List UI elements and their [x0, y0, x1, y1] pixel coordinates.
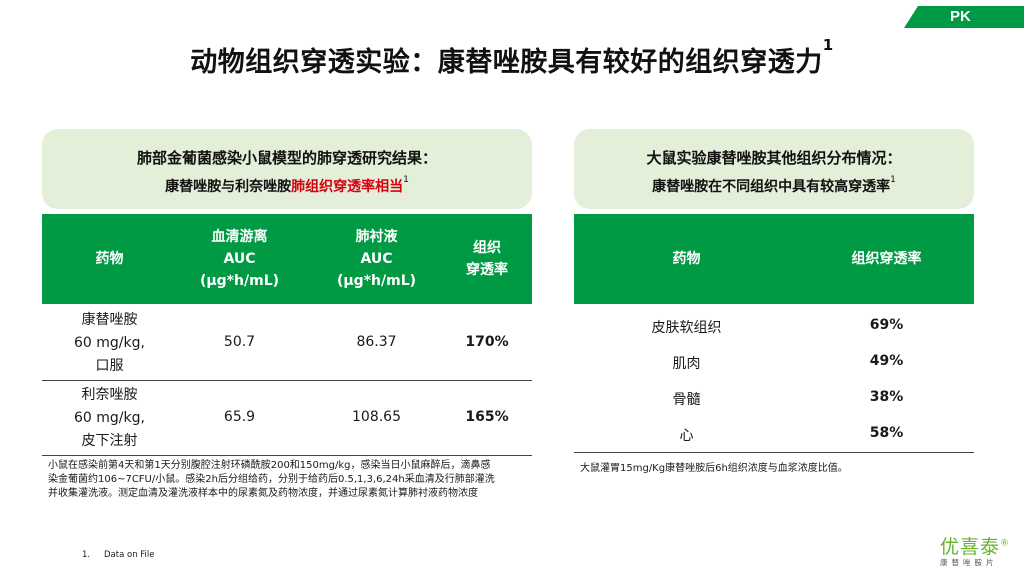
- tissue-row-2-name: 肌肉: [672, 356, 701, 372]
- tissue-row-4-value: 58%: [869, 425, 904, 441]
- page-title-sup: 1: [822, 36, 834, 54]
- left-callout-subline: 康替唑胺与利奈唑胺肺组织穿透率相当1: [42, 175, 532, 196]
- col-tissue-penetration-header: 组织穿透率: [851, 251, 922, 267]
- footnote: 1. Data on File: [82, 550, 155, 560]
- left-callout-headline: 肺部金葡菌感染小鼠模型的肺穿透研究结果：: [136, 149, 437, 167]
- col-drug-header: 药物: [95, 251, 124, 267]
- col-serum-auc-line3: (µg*h/mL): [199, 273, 280, 289]
- col-lung-auc-line2: AUC: [360, 251, 393, 267]
- tissue-row-1-name: 皮肤软组织: [651, 320, 722, 336]
- right-table-bottom-border: [574, 452, 974, 453]
- tissue-row-3-value: 38%: [869, 389, 904, 405]
- right-callout-subline-text: 康替唑胺在不同组织中具有较高穿透率: [652, 179, 891, 195]
- col-drug-header-right: 药物: [672, 251, 701, 267]
- col-serum-auc-header: 血清游离 AUC (µg*h/mL): [177, 226, 302, 292]
- table-row-1-drug: 康替唑胺 60 mg/kg, 口服: [42, 309, 177, 378]
- row-2-drug-route: 皮下注射: [81, 433, 138, 449]
- left-note-line3: 并收集灌洗液。测定血清及灌洗液样本中的尿素氮及药物浓度，并通过尿素氮计算肺衬液药…: [48, 488, 478, 499]
- page-title-text: 动物组织穿透实验：康替唑胺具有较好的组织穿透力: [190, 47, 823, 78]
- left-callout-subline-highlight: 肺组织穿透率相当: [291, 179, 404, 195]
- brand-registered-mark: ®: [1000, 538, 1011, 549]
- right-callout-headline: 大鼠实验康替唑胺其他组织分布情况：: [646, 149, 902, 167]
- col-serum-auc-line1: 血清游离: [211, 229, 268, 245]
- col-lung-auc-line1: 肺衬液: [355, 229, 398, 245]
- page-title: 动物组织穿透实验：康替唑胺具有较好的组织穿透力1: [0, 36, 1024, 79]
- row-2-penetration: 165%: [465, 409, 509, 425]
- col-penetration-line2: 穿透率: [466, 262, 508, 278]
- brand-logo: 优喜泰® 康替唑胺片: [940, 532, 1020, 572]
- row-1-drug-name: 康替唑胺: [81, 312, 138, 328]
- footnote-number: 1.: [82, 550, 91, 560]
- row-1-penetration: 170%: [465, 334, 509, 350]
- right-table-header: 药物 组织穿透率: [574, 214, 974, 304]
- right-method-note: 大鼠灌胃15mg/Kg康替唑胺后6h组织浓度与血浆浓度比值。: [580, 463, 848, 474]
- footnote-text: Data on File: [104, 550, 155, 560]
- left-note-line2: 染金葡菌约106~7CFU/小鼠。感染2h后分组给药，分别于给药后0.5,1,3…: [48, 474, 495, 485]
- right-callout-sup: 1: [890, 175, 896, 185]
- left-table-header: 药物 血清游离 AUC (µg*h/mL) 肺衬液 AUC (µg*h/mL) …: [42, 214, 532, 304]
- tissue-row-3-name: 骨髓: [672, 392, 701, 408]
- brand-name: 优喜泰: [940, 536, 1001, 558]
- table-bottom-border: [42, 455, 532, 456]
- left-callout: 肺部金葡菌感染小鼠模型的肺穿透研究结果： 康替唑胺与利奈唑胺肺组织穿透率相当1: [42, 129, 532, 209]
- tissue-row-4-name: 心: [679, 428, 694, 444]
- col-lung-auc-header: 肺衬液 AUC (µg*h/mL): [314, 226, 439, 292]
- row-1-serum-auc: 50.7: [223, 334, 256, 350]
- table-row-2-drug: 利奈唑胺 60 mg/kg, 皮下注射: [42, 384, 177, 453]
- brand-subtitle: 康替唑胺片: [940, 558, 998, 567]
- row-1-drug-route: 口服: [95, 358, 124, 374]
- row-2-serum-auc: 65.9: [223, 409, 256, 425]
- left-note-line1: 小鼠在感染前第4天和第1天分别腹腔注射环磷酰胺200和150mg/kg，感染当日…: [48, 460, 491, 471]
- row-1-drug-dose: 60 mg/kg,: [74, 335, 145, 351]
- col-lung-auc-line3: (µg*h/mL): [336, 273, 417, 289]
- row-1-lung-auc: 86.37: [356, 334, 397, 350]
- row-2-drug-dose: 60 mg/kg,: [74, 410, 145, 426]
- col-penetration-line1: 组织: [473, 240, 501, 256]
- left-callout-sup: 1: [403, 175, 409, 185]
- row-2-lung-auc: 108.65: [352, 409, 401, 425]
- tissue-row-2-value: 49%: [869, 353, 904, 369]
- tissue-row-1-value: 69%: [869, 317, 904, 333]
- col-serum-auc-line2: AUC: [223, 251, 256, 267]
- right-callout-subline: 康替唑胺在不同组织中具有较高穿透率1: [574, 175, 974, 196]
- section-tag: PK: [904, 6, 1024, 28]
- left-callout-subline-prefix: 康替唑胺与利奈唑胺: [165, 179, 292, 195]
- row-2-drug-name: 利奈唑胺: [81, 387, 138, 403]
- row-divider: [42, 380, 532, 381]
- section-tag-label: PK: [950, 8, 971, 25]
- right-callout: 大鼠实验康替唑胺其他组织分布情况： 康替唑胺在不同组织中具有较高穿透率1: [574, 129, 974, 209]
- brand-logo-name: 优喜泰®: [940, 532, 1020, 559]
- col-penetration-header: 组织 穿透率: [442, 237, 532, 281]
- left-method-note: 小鼠在感染前第4天和第1天分别腹腔注射环磷酰胺200和150mg/kg，感染当日…: [48, 459, 538, 501]
